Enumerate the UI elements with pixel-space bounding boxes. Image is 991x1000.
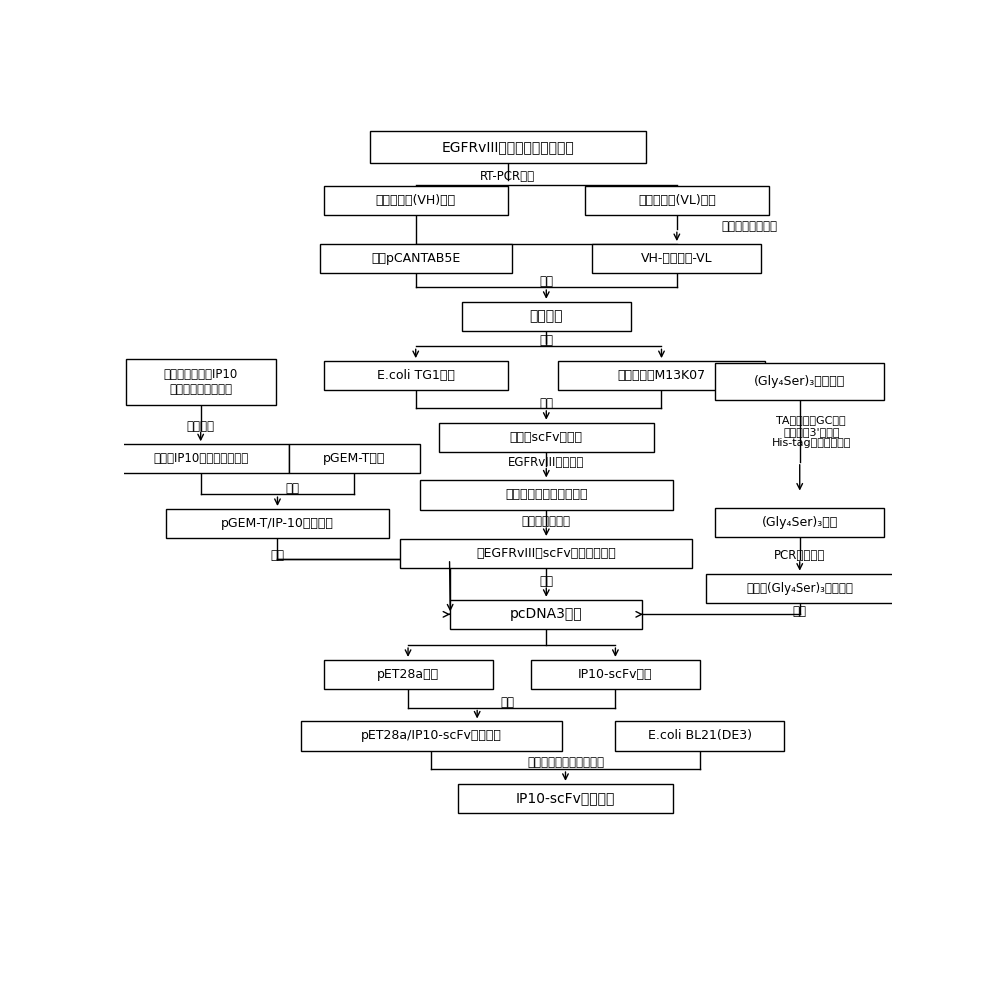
Bar	[716, 508, 884, 537]
Text: 机器合成: 机器合成	[186, 420, 215, 433]
Text: pcDNA3载体: pcDNA3载体	[510, 607, 583, 621]
Text: 辅助噬菌体M13K07: 辅助噬菌体M13K07	[617, 369, 706, 382]
Bar	[289, 444, 419, 473]
Bar	[458, 784, 673, 813]
Text: 人源性IP10胞外端编码基因: 人源性IP10胞外端编码基因	[153, 452, 249, 465]
Text: 噬粒pCANTAB5E: 噬粒pCANTAB5E	[371, 252, 461, 265]
Text: 噬菌体scFv抗体库: 噬菌体scFv抗体库	[509, 431, 583, 444]
Bar	[112, 444, 289, 473]
Text: 高结合力阳性重组噬菌体: 高结合力阳性重组噬菌体	[505, 488, 588, 501]
Text: IP10-scFv融合蛋白: IP10-scFv融合蛋白	[515, 791, 615, 805]
Text: (Gly₄Ser)₃肽段: (Gly₄Ser)₃肽段	[762, 516, 837, 529]
Bar	[716, 363, 884, 400]
Bar	[706, 574, 894, 603]
Text: RT-PCR扩增: RT-PCR扩增	[481, 170, 535, 183]
Text: 抗EGFRvIII的scFv基因片段序列: 抗EGFRvIII的scFv基因片段序列	[477, 547, 616, 560]
Bar	[323, 186, 508, 215]
Text: pGEM-T/IP-10重组质粒: pGEM-T/IP-10重组质粒	[221, 517, 334, 530]
Bar	[370, 131, 646, 163]
Text: VH-柔性接头-VL: VH-柔性接头-VL	[641, 252, 713, 265]
Text: pET28a/IP10-scFv重组质粒: pET28a/IP10-scFv重组质粒	[361, 730, 501, 742]
Bar	[558, 361, 765, 390]
Text: 克隆: 克隆	[271, 549, 284, 562]
Text: EGFRvIII免疫小鼠脾淋巴细胞: EGFRvIII免疫小鼠脾淋巴细胞	[442, 140, 574, 154]
Bar	[320, 244, 511, 273]
Bar	[323, 361, 508, 390]
Bar	[439, 423, 654, 452]
Bar	[166, 509, 388, 538]
Text: pGEM-T载体: pGEM-T载体	[323, 452, 385, 465]
Text: 高效表达、体外蛋白复性: 高效表达、体外蛋白复性	[527, 756, 604, 769]
Text: 重组噬粒: 重组噬粒	[529, 309, 563, 323]
Text: 克隆和序列测定: 克隆和序列测定	[522, 515, 571, 528]
Text: 克隆: 克隆	[285, 482, 300, 495]
Text: TA替换部分GC，机
器合成，3'端加入
His-tag、内切酶位点: TA替换部分GC，机 器合成，3'端加入 His-tag、内切酶位点	[772, 415, 851, 448]
Text: PCR，双酶切: PCR，双酶切	[774, 549, 826, 562]
Bar	[126, 359, 275, 405]
Text: (Gly₄Ser)₃编码序列: (Gly₄Ser)₃编码序列	[754, 375, 845, 388]
Text: 基因库中人源性IP10
胞外端基因编码序列: 基因库中人源性IP10 胞外端基因编码序列	[164, 368, 238, 396]
Text: 克隆: 克隆	[539, 397, 553, 410]
Bar	[462, 302, 631, 331]
Bar	[419, 480, 673, 510]
Text: E.coli TG1细胞: E.coli TG1细胞	[377, 369, 455, 382]
Bar	[323, 660, 493, 689]
Text: 柔性接头序列连接: 柔性接头序列连接	[721, 220, 778, 233]
Text: IP10-scFv基因: IP10-scFv基因	[578, 668, 653, 681]
Bar	[450, 600, 642, 629]
Text: 克隆: 克隆	[539, 575, 553, 588]
Text: 轻链可变区(VL)基因: 轻链可变区(VL)基因	[638, 194, 716, 207]
Text: pET28a载体: pET28a载体	[377, 668, 439, 681]
Bar	[300, 721, 562, 751]
Bar	[400, 539, 693, 568]
Bar	[615, 721, 785, 751]
Text: E.coli BL21(DE3): E.coli BL21(DE3)	[648, 730, 752, 742]
Text: 克隆: 克隆	[793, 605, 807, 618]
Text: 克隆: 克隆	[539, 275, 553, 288]
Bar	[531, 660, 700, 689]
Text: 克隆: 克隆	[500, 696, 515, 709]
Text: 转化: 转化	[539, 334, 553, 347]
Text: EGFRvIII抗原筛选: EGFRvIII抗原筛选	[508, 456, 585, 469]
Bar	[593, 244, 761, 273]
Text: 重链可变区(VH)基因: 重链可变区(VH)基因	[376, 194, 456, 207]
Bar	[585, 186, 769, 215]
Text: 优化的(Gly₄Ser)₃柔性接头: 优化的(Gly₄Ser)₃柔性接头	[746, 582, 853, 595]
